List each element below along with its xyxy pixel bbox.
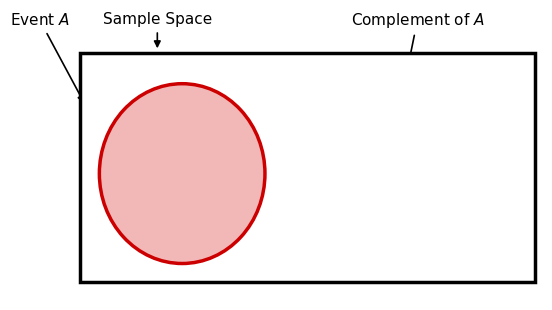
- Text: $A$: $A$: [177, 170, 193, 190]
- Text: Sample Space: Sample Space: [103, 12, 212, 46]
- Text: Event $A$: Event $A$: [10, 12, 83, 101]
- Text: $A^C$: $A^C$: [391, 179, 420, 205]
- Text: Complement of $A$: Complement of $A$: [351, 11, 484, 113]
